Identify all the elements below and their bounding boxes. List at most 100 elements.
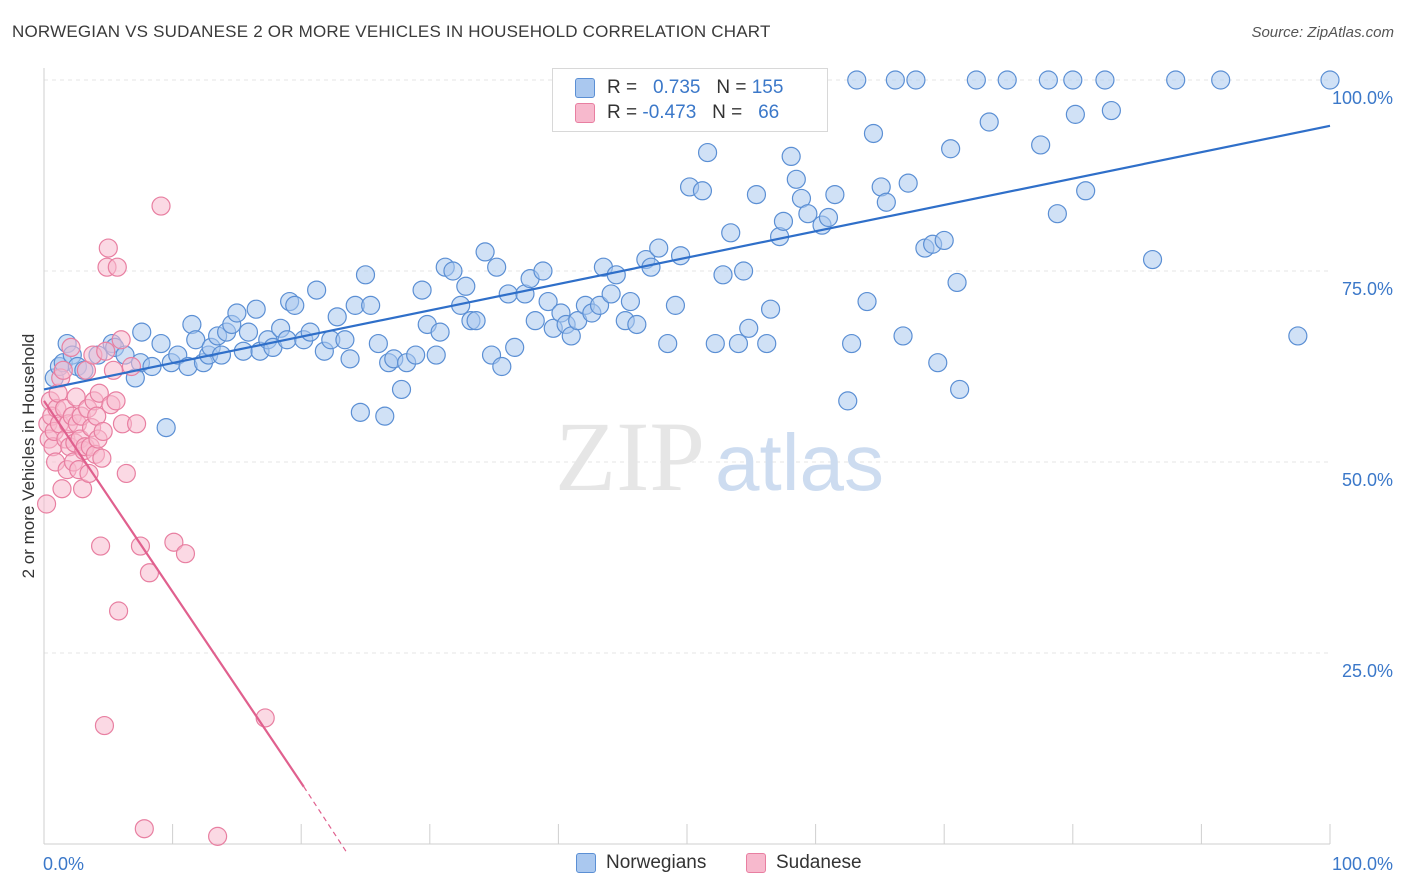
data-point [847, 70, 867, 90]
data-point [355, 265, 376, 285]
data-point [361, 295, 381, 315]
data-point [92, 448, 112, 468]
r-label: R = [607, 77, 638, 98]
data-point [255, 708, 275, 728]
legend-label: Sudanese [776, 852, 862, 873]
data-point [842, 333, 862, 354]
data-point [505, 337, 525, 357]
data-point [1166, 70, 1186, 90]
data-point [375, 406, 395, 426]
data-point [885, 70, 905, 90]
chart-title: NORWEGIAN VS SUDANESE 2 OR MORE VEHICLES… [12, 22, 771, 41]
data-point [132, 322, 152, 342]
y-tick-label: 50.0% [1342, 470, 1393, 490]
data-point [533, 261, 553, 281]
data-point [79, 463, 99, 484]
data-point [108, 601, 129, 621]
data-point [107, 257, 127, 277]
data-point [156, 418, 176, 438]
data-point [456, 276, 476, 296]
data-point [525, 311, 545, 331]
n-label: N = [712, 102, 743, 123]
stats-legend: R = 0.735 N = 155 R = -0.473 N = 66 [552, 68, 828, 132]
y-axis-label: 2 or more Vehicles in Household [19, 334, 38, 579]
data-point [893, 326, 913, 346]
data-point [979, 112, 999, 132]
norwegians-legend-swatch [576, 853, 596, 873]
data-point [1063, 70, 1083, 90]
data-point [246, 299, 266, 319]
data-point [713, 265, 733, 285]
data-point [335, 330, 355, 350]
data-point [412, 280, 432, 300]
data-point [1142, 249, 1163, 270]
y-tick-label: 100.0% [1332, 88, 1393, 108]
data-point [186, 330, 206, 350]
data-point [90, 536, 111, 556]
data-point [786, 169, 806, 189]
data-point [94, 715, 115, 736]
data-point [61, 337, 81, 357]
sudanese-points [36, 196, 275, 846]
data-point [1031, 135, 1051, 155]
data-point [487, 257, 507, 277]
data-point [658, 333, 678, 354]
data-point [863, 123, 884, 144]
tick-labels: 100.0% 75.0% 50.0% 25.0% 0.0% 100.0% [43, 88, 1393, 874]
data-point [705, 333, 725, 354]
data-point [773, 211, 794, 231]
data-point [928, 353, 948, 373]
data-point [368, 333, 388, 354]
data-point [692, 181, 713, 201]
sudanese-swatch [575, 103, 595, 123]
data-point [391, 379, 412, 400]
norwegians-points [44, 70, 1340, 438]
data-point [620, 291, 641, 312]
watermark-zip: ZIP [555, 401, 705, 512]
data-point [1038, 70, 1058, 90]
data-point [733, 261, 754, 281]
data-point [906, 70, 926, 90]
n-value: 66 [758, 102, 780, 123]
data-point [98, 238, 118, 258]
data-point [697, 142, 718, 163]
data-point [649, 238, 669, 258]
data-point [430, 322, 450, 342]
data-point [89, 383, 109, 403]
data-point [1047, 204, 1067, 224]
trendline-sudanese [43, 400, 305, 788]
data-point [340, 349, 360, 369]
data-point [238, 322, 259, 342]
data-point [606, 265, 626, 285]
data-point [52, 479, 72, 499]
legend-sudanese: Sudanese [746, 852, 862, 874]
data-point [1095, 70, 1115, 90]
data-point [285, 295, 305, 315]
data-point [227, 303, 247, 323]
data-point [126, 414, 147, 434]
data-point [941, 139, 961, 159]
data-point [1211, 70, 1231, 90]
data-point [589, 295, 610, 315]
data-point [997, 70, 1017, 90]
data-point [670, 246, 691, 266]
data-point [757, 333, 777, 354]
stats-row-sudanese: R = -0.473 N = 66 [575, 102, 779, 124]
data-point [36, 494, 57, 514]
sudanese-legend-swatch [746, 853, 766, 873]
data-point [739, 318, 759, 338]
x-tick-label: 0.0% [43, 854, 84, 874]
data-point [492, 356, 512, 377]
data-point [475, 242, 495, 262]
data-point [825, 185, 845, 205]
data-point [116, 463, 136, 484]
data-point [627, 314, 647, 335]
data-point [934, 230, 954, 251]
data-point [151, 333, 171, 354]
data-point [300, 322, 320, 342]
x-tick-label: 100.0% [1332, 854, 1393, 874]
data-point [781, 146, 801, 166]
r-label: R = [607, 102, 638, 123]
data-point [208, 826, 228, 846]
data-point [327, 307, 347, 327]
